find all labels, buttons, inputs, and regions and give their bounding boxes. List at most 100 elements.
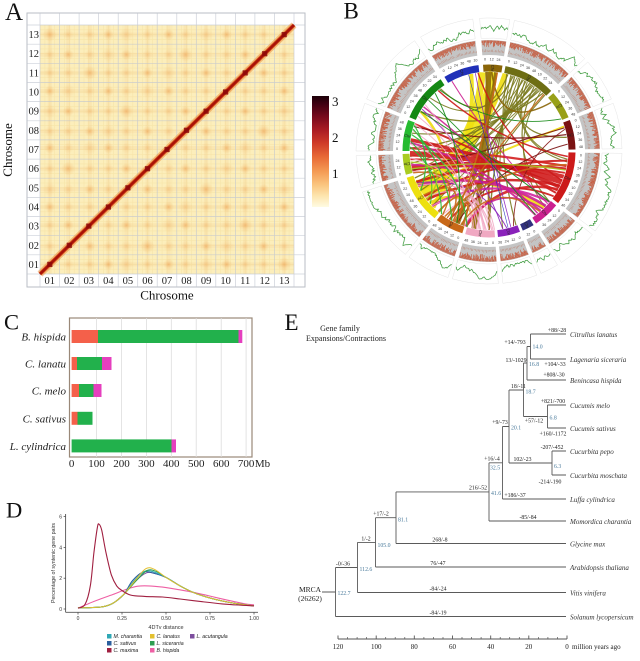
svg-text:Chr: Chr (490, 65, 495, 72)
svg-text:-85/-84: -85/-84 (519, 515, 536, 521)
svg-text:36: 36 (498, 241, 502, 245)
svg-text:12: 12 (513, 61, 517, 65)
svg-text:+160/-1172: +160/-1172 (540, 432, 567, 438)
svg-text:+57/-12: +57/-12 (525, 419, 544, 425)
svg-text:24: 24 (444, 231, 448, 235)
svg-text:+17/-2: +17/-2 (373, 512, 389, 518)
svg-text:0: 0 (558, 90, 560, 94)
svg-text:24: 24 (577, 132, 581, 136)
svg-text:36: 36 (398, 127, 402, 131)
svg-text:24: 24 (565, 100, 569, 104)
svg-text:12: 12 (448, 66, 452, 70)
svg-text:20: 20 (525, 643, 533, 651)
svg-text:Chr: Chr (478, 230, 484, 238)
svg-text:Chr: Chr (421, 94, 430, 102)
svg-text:18.7: 18.7 (526, 390, 536, 396)
svg-text:M. charantia: M. charantia (114, 634, 143, 640)
svg-text:41.6: 41.6 (491, 491, 501, 497)
svg-text:36: 36 (568, 106, 572, 110)
svg-text:24: 24 (477, 241, 481, 245)
svg-text:12: 12 (29, 49, 40, 60)
svg-text:A: A (5, 0, 23, 26)
svg-text:Cucurbita moschata: Cucurbita moschata (570, 472, 627, 480)
svg-text:2: 2 (332, 130, 339, 145)
svg-text:24: 24 (395, 159, 399, 163)
svg-text:34: 34 (565, 198, 569, 202)
svg-text:Chrosome: Chrosome (0, 123, 15, 177)
svg-text:80: 80 (411, 643, 419, 651)
svg-text:C. sativus: C. sativus (23, 413, 66, 425)
svg-text:Chr: Chr (525, 74, 533, 83)
svg-text:6.3: 6.3 (554, 464, 561, 470)
svg-text:10: 10 (571, 186, 575, 190)
svg-text:48: 48 (418, 89, 422, 93)
svg-text:0: 0 (69, 458, 75, 470)
svg-text:07: 07 (162, 276, 173, 287)
svg-text:C. maxima: C. maxima (114, 648, 139, 654)
svg-text:22: 22 (568, 192, 572, 196)
svg-text:Citrullus lanatus: Citrullus lanatus (570, 331, 618, 339)
svg-text:L. acutangula: L. acutangula (197, 634, 228, 640)
svg-text:22: 22 (427, 79, 431, 83)
svg-text:B: B (344, 0, 359, 24)
svg-text:+9/-73: +9/-73 (492, 420, 508, 426)
svg-text:20.1: 20.1 (511, 426, 521, 432)
svg-text:48: 48 (400, 120, 404, 124)
svg-text:76/-47: 76/-47 (430, 561, 445, 567)
svg-text:+104/-33: +104/-33 (544, 362, 565, 368)
svg-text:34: 34 (548, 81, 552, 85)
svg-text:01: 01 (29, 260, 40, 271)
svg-text:C. sativus: C. sativus (114, 641, 137, 647)
svg-text:Mb: Mb (255, 458, 271, 470)
svg-text:09: 09 (29, 107, 40, 118)
svg-text:6.8: 6.8 (550, 416, 557, 422)
svg-text:C: C (4, 310, 19, 335)
svg-text:Chr: Chr (505, 228, 512, 236)
svg-text:Lagenaria siceraria: Lagenaria siceraria (569, 356, 627, 364)
svg-text:Chr: Chr (541, 209, 549, 218)
svg-text:Chr: Chr (403, 161, 411, 167)
svg-text:40: 40 (487, 643, 495, 651)
svg-text:C. lanatu: C. lanatu (25, 359, 66, 371)
svg-text:48: 48 (410, 199, 414, 203)
svg-text:E: E (285, 310, 299, 335)
svg-text:-207/-452: -207/-452 (541, 445, 564, 451)
svg-text:0: 0 (575, 119, 577, 123)
svg-text:100: 100 (88, 458, 105, 470)
svg-text:24: 24 (520, 63, 524, 67)
svg-text:02: 02 (64, 276, 75, 287)
svg-text:12: 12 (396, 166, 400, 170)
svg-text:10: 10 (220, 276, 231, 287)
svg-text:0: 0 (77, 616, 80, 622)
svg-text:Glycine max: Glycine max (570, 540, 606, 548)
svg-text:3: 3 (332, 94, 339, 109)
svg-text:48: 48 (532, 69, 536, 73)
svg-text:04: 04 (103, 276, 114, 287)
svg-text:Chrosome: Chrosome (140, 288, 194, 303)
svg-text:24: 24 (496, 58, 500, 62)
svg-text:48: 48 (571, 112, 575, 116)
svg-text:600: 600 (213, 458, 230, 470)
svg-text:+821/-700: +821/-700 (541, 399, 565, 405)
svg-text:0: 0 (457, 236, 459, 240)
svg-text:Luffa cylindrica: Luffa cylindrica (569, 496, 615, 504)
svg-text:60: 60 (449, 643, 457, 651)
svg-text:100: 100 (371, 643, 382, 651)
svg-text:L. sicerarria: L. sicerarria (157, 641, 184, 647)
svg-text:05: 05 (29, 183, 40, 194)
svg-text:12: 12 (576, 125, 580, 129)
svg-text:200: 200 (113, 458, 130, 470)
svg-text:10: 10 (29, 88, 40, 99)
svg-text:1.00: 1.00 (249, 616, 259, 622)
svg-text:C. melo: C. melo (32, 386, 67, 398)
svg-text:120: 120 (333, 643, 344, 651)
svg-text:Cucumis melo: Cucumis melo (570, 402, 610, 410)
svg-text:0: 0 (399, 172, 401, 176)
svg-text:Chr: Chr (404, 133, 412, 139)
svg-text:0: 0 (428, 219, 430, 223)
svg-text:03: 03 (29, 222, 40, 233)
svg-text:0: 0 (565, 643, 569, 651)
svg-text:4DTv distance: 4DTv distance (148, 625, 183, 631)
svg-text:Chr: Chr (523, 221, 531, 230)
svg-text:18/-11: 18/-11 (511, 384, 526, 390)
